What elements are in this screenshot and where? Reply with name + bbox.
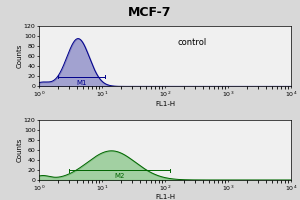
- X-axis label: FL1-H: FL1-H: [155, 194, 175, 200]
- Text: M2: M2: [114, 173, 125, 179]
- Text: control: control: [178, 38, 207, 47]
- Text: M1: M1: [76, 80, 86, 86]
- Y-axis label: Counts: Counts: [16, 138, 22, 162]
- Y-axis label: Counts: Counts: [16, 44, 22, 68]
- X-axis label: FL1-H: FL1-H: [155, 101, 175, 107]
- Text: MCF-7: MCF-7: [128, 6, 172, 19]
